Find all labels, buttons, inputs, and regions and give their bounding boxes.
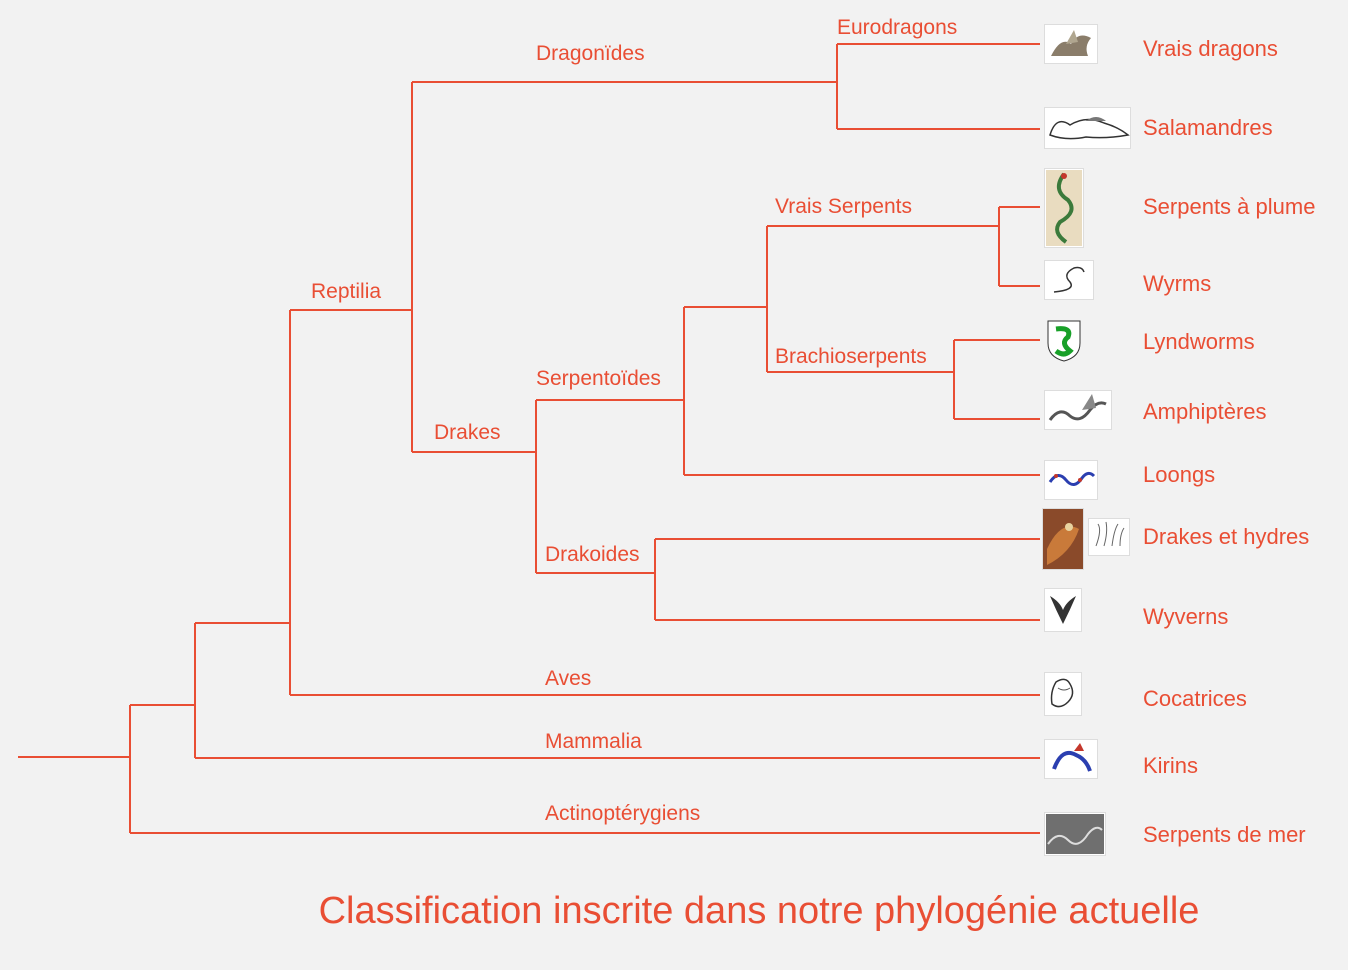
leaf-label-vrais-dragons: Vrais dragons [1143,36,1278,61]
leaf-label-wyverns: Wyverns [1143,604,1229,629]
clade-label-drakes: Drakes [434,421,501,444]
leaf-label-serpents-mer: Serpents de mer [1143,822,1306,847]
chinese-dragon-icon [1044,460,1098,500]
leaf-label-lyndworms: Lyndworms [1143,329,1255,354]
leaf-label-amphipteres: Amphiptères [1143,399,1267,424]
wyrm-sketch-icon [1044,260,1094,300]
leaf-label-kirins: Kirins [1143,753,1199,778]
leaf-label-cocatrices: Cocatrices [1143,686,1247,711]
leaf-label-salamandres: Salamandres [1143,115,1273,140]
clade-label-reptilia: Reptilia [311,280,382,303]
feathered-serpent-icon [1044,168,1084,248]
amphiptere-engraving-icon [1044,390,1112,430]
leaf-label-serpents-plume: Serpents à plume [1143,194,1316,219]
leaf-label-wyrms: Wyrms [1143,271,1212,296]
clade-label-actinopterygiens: Actinoptérygiens [545,802,701,825]
clade-label-vrais-serpents: Vrais Serpents [775,195,912,218]
clade-label-aves: Aves [545,667,592,690]
leaf-label-loongs: Loongs [1143,462,1216,487]
kirin-icon [1044,739,1098,779]
clade-label-brachioserpents: Brachioserpents [775,345,927,368]
clade-label-dragonoides: Dragonïdes [536,42,645,65]
clade-label-drakoides: Drakoides [545,543,640,566]
hydra-sketch-icon [1088,518,1130,556]
dragon-engraving-icon [1044,24,1098,64]
clade-label-serpentoides: Serpentoïdes [536,367,661,390]
diagram-title: Classification inscrite dans notre phylo… [318,890,1200,932]
clade-label-mammalia: Mammalia [545,730,642,753]
sea-serpent-engraving-icon [1044,812,1106,856]
wyvern-engraving-icon [1044,588,1082,632]
salamander-engraving-icon [1044,107,1131,149]
cockatrice-engraving-icon [1044,672,1082,716]
green-lindworm-shield-icon [1044,318,1084,364]
drake-painting-icon [1042,508,1084,570]
leaf-label-drakes-hydres: Drakes et hydres [1143,524,1310,549]
clade-label-eurodragons: Eurodragons [837,16,958,39]
